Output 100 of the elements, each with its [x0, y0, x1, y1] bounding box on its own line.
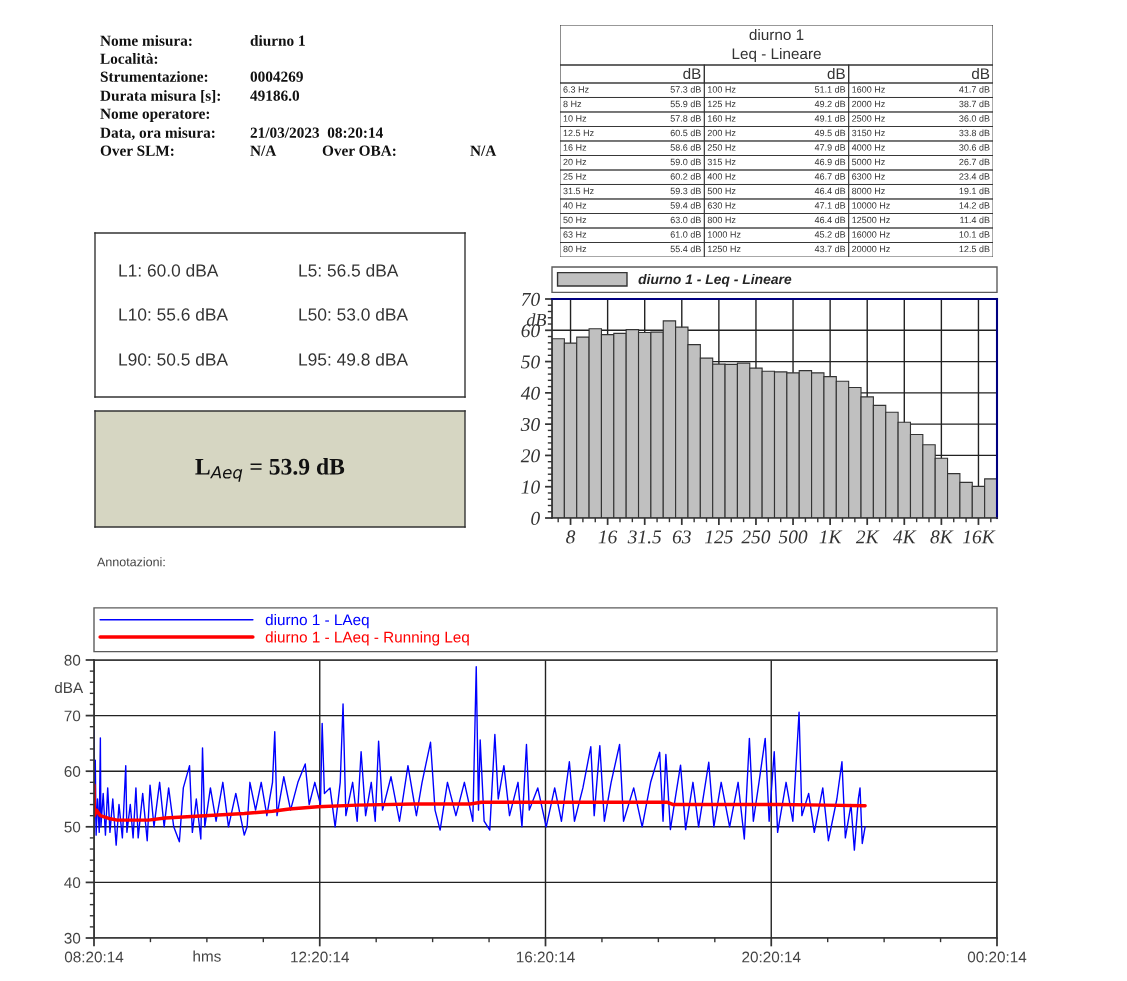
text: dB [683, 67, 701, 80]
text: Durata misura [s]: [100, 90, 220, 103]
text: 55.4 dB [670, 245, 701, 253]
y-tick-label: 10 [521, 480, 540, 494]
text: Nome misura: [100, 35, 192, 46]
text: 46.4 dB [814, 216, 846, 224]
text: 55.9 dB [670, 100, 701, 108]
text: Data, ora misura: [100, 127, 215, 141]
text: Strumentazione: [100, 71, 208, 82]
text: 31.5 Hz [563, 187, 594, 195]
text: 12.5 Hz [563, 129, 594, 137]
text: Annotazioni: [97, 557, 165, 567]
text: 49.5 dB [814, 129, 846, 137]
text: L90: 50.5 dBA [119, 352, 229, 366]
text: 46.7 dB [814, 173, 846, 180]
text: 23.4 dB [959, 173, 990, 180]
text: L1: 60.0 dBA [119, 263, 219, 277]
text: Nome operatore: [100, 108, 210, 122]
text: 500 Hz [707, 187, 736, 195]
text: 20 Hz [563, 158, 587, 166]
y-tick-label: 50 [64, 821, 81, 833]
x-tick-label: 250 [741, 530, 771, 544]
text: 36.0 dB [959, 115, 990, 122]
text: 315 Hz [707, 158, 736, 166]
text: 6300 Hz [852, 173, 885, 180]
text: 49.2 dB [814, 100, 846, 108]
text: Leq - Lineare [732, 47, 821, 63]
x-tick-label: 00:20:14 [967, 951, 1027, 963]
text: diurno 1 - LAeq [265, 614, 369, 629]
text: 46.9 dB [814, 158, 846, 166]
x-axis-title: hms [193, 950, 221, 962]
text: 1600 Hz [852, 86, 885, 93]
text: diurno 1 [749, 28, 804, 41]
x-tick-label: 16:20:14 [516, 951, 575, 963]
text: Over OBA: [322, 145, 396, 156]
text: N/A [470, 145, 497, 156]
x-tick-label: 20:20:14 [742, 951, 801, 963]
text: 63 Hz [563, 231, 587, 238]
text: 30.6 dB [959, 144, 990, 151]
text: 11.4 dB [960, 216, 990, 224]
text: 43.7 dB [814, 245, 846, 253]
y-tick-label: 60 [521, 324, 540, 338]
text: 16 Hz [563, 144, 587, 151]
legend-label: diurno 1 - Leq - Lineare [638, 273, 792, 287]
y-tick-label: 70 [521, 292, 540, 306]
text: 10.1 dB [959, 231, 990, 238]
text: 49.1 dB [814, 115, 846, 122]
text: 16000 Hz [852, 231, 890, 238]
text: 200 Hz [707, 129, 736, 137]
y-tick-label: 0 [531, 511, 540, 525]
y-tick-label: 40 [64, 877, 81, 889]
text: dB [971, 67, 990, 80]
x-tick-label: 1K [819, 530, 843, 544]
text: 45.2 dB [814, 231, 846, 238]
y-tick-label: 50 [521, 355, 540, 369]
text: L50: 53.0 dBA [299, 307, 409, 321]
text: 60.5 dB [670, 129, 701, 137]
x-tick-label: 8K [930, 530, 954, 544]
text: 6.3 Hz [563, 86, 589, 93]
text: 57.3 dB [670, 86, 701, 93]
x-tick-label: 12:20:14 [291, 951, 350, 963]
y-tick-label: 20 [520, 449, 540, 463]
text: 38.7 dB [959, 100, 990, 108]
text: N/A [250, 145, 277, 156]
text: 21/03/2023 08:20:14 [250, 127, 383, 138]
text: 49186.0 [250, 90, 300, 101]
text: 0004269 [250, 71, 303, 82]
x-tick-label: 08:20:14 [64, 951, 124, 963]
text: 20000 Hz [852, 245, 890, 253]
x-tick-label: 16 [598, 530, 618, 544]
text: 61.0 dB [670, 231, 701, 238]
text: 47.9 dB [814, 144, 846, 151]
text: 33.8 dB [959, 129, 990, 137]
text: 160 Hz [708, 115, 736, 122]
text: 4000 Hz [851, 144, 885, 151]
x-tick-label: 125 [704, 530, 733, 544]
line-series [94, 783, 867, 822]
text: 19.1 dB [959, 187, 990, 195]
text: 1000 Hz [708, 231, 741, 238]
text: 40 Hz [563, 202, 587, 209]
text: 46.4 dB [814, 187, 846, 195]
text: 630 Hz [707, 202, 736, 209]
text: 12500 Hz [852, 216, 890, 224]
line-series [94, 665, 866, 851]
text: 60.2 dB [670, 173, 701, 180]
y-tick-label: 70 [64, 710, 81, 722]
text: 41.7 dB [959, 86, 990, 93]
x-tick-label: 31.5 [627, 530, 662, 544]
text: 2500 Hz [852, 115, 885, 122]
text: 800 Hz [707, 216, 736, 224]
text: L5: 56.5 dBA [299, 263, 399, 277]
text: 14.2 dB [959, 202, 990, 209]
text: 125 Hz [708, 100, 736, 108]
text: diurno 1 [250, 35, 305, 46]
y-axis-title: dBA [54, 681, 84, 694]
text: 25 Hz [563, 173, 587, 180]
text: 2000 Hz [852, 100, 885, 108]
text: 58.6 dB [670, 144, 701, 151]
text: 100 Hz [708, 86, 736, 93]
x-tick-label: 63 [672, 530, 691, 544]
